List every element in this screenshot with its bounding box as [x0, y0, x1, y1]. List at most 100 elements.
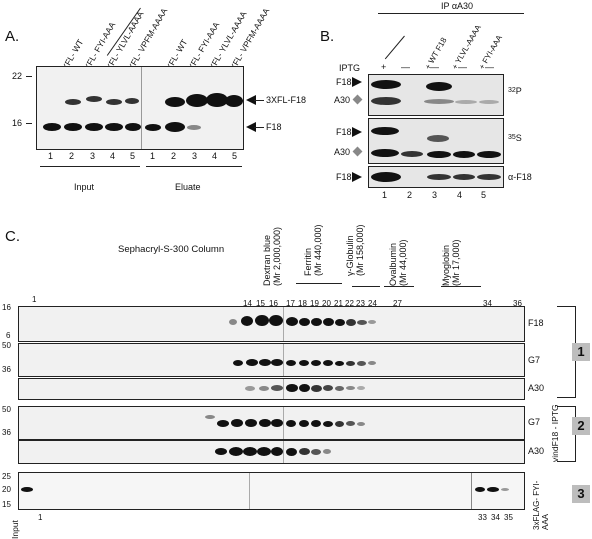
band: [346, 386, 355, 390]
std-dextran-mr: (Mr 2,000,000): [272, 226, 282, 286]
b-label-a30: A30: [334, 95, 351, 105]
band: [206, 93, 228, 107]
marker-c2-50: 50: [2, 405, 11, 414]
band: [286, 360, 296, 366]
arrow-f18-shaft: [254, 127, 264, 128]
blot-c2-g7: [18, 406, 525, 440]
band: [85, 123, 103, 131]
band: [165, 122, 185, 132]
band: [225, 95, 243, 107]
band: [299, 448, 310, 455]
std-globulin-mr: (Mr 158,000): [355, 224, 365, 276]
marker-c-6: 6: [6, 331, 11, 340]
band: [335, 386, 344, 391]
lane-split: [471, 473, 472, 509]
band: [271, 359, 283, 366]
lane-num: 4: [212, 151, 218, 161]
fraction-num: 23: [356, 299, 365, 308]
bottom-num: 35: [504, 513, 513, 522]
band: [368, 320, 376, 324]
input-underline: [40, 166, 140, 167]
label-3xfl-f18: 3XFL-F18: [266, 95, 307, 105]
f18-arrowhead-3: [352, 172, 362, 182]
band: [371, 127, 399, 135]
label-32p: 32P: [508, 86, 522, 96]
a30-diamond-2: [352, 146, 363, 157]
band: [187, 125, 201, 130]
lane-split: [283, 379, 284, 399]
band: [335, 421, 344, 427]
label-32p-sup: 32: [508, 87, 516, 94]
band: [368, 361, 376, 365]
band: [231, 419, 243, 427]
row-label-a30-2: A30: [528, 446, 545, 456]
lane-num: 3: [90, 151, 96, 161]
band: [311, 318, 322, 326]
band: [271, 419, 283, 427]
band: [311, 420, 321, 427]
b-header-divider: [384, 35, 405, 60]
band: [479, 100, 499, 104]
band: [271, 385, 283, 391]
band: [323, 318, 334, 326]
fraction-num: 36: [513, 299, 522, 308]
band: [259, 359, 271, 366]
marker-c3-25: 25: [2, 472, 11, 481]
fraction-num: 16: [269, 299, 278, 308]
lane-num: 5: [130, 151, 136, 161]
band: [259, 386, 269, 391]
band: [311, 449, 321, 455]
lane-split: [283, 407, 284, 439]
lane-num: 2: [69, 151, 75, 161]
band: [346, 361, 355, 366]
band: [299, 318, 310, 326]
band: [453, 174, 475, 180]
band: [323, 421, 333, 427]
band: [233, 360, 243, 366]
band: [205, 415, 215, 419]
band: [357, 361, 366, 366]
band: [286, 420, 296, 427]
iptg-sign: —: [401, 62, 410, 72]
fraction-num: 27: [393, 299, 402, 308]
row-label-f18: F18: [528, 318, 544, 328]
band: [145, 124, 161, 131]
bottom-num: 1: [38, 513, 43, 522]
band: [323, 385, 333, 391]
band: [215, 448, 227, 455]
fraction-num: 22: [345, 299, 354, 308]
lane-split: [249, 473, 250, 509]
label-alpha-f18: α-F18: [508, 172, 532, 182]
group-eluate: Eluate: [175, 182, 201, 192]
fraction-num: 15: [256, 299, 265, 308]
bracket-1-top: [557, 306, 575, 307]
band: [271, 447, 283, 456]
std-bar-myoglobin: [441, 286, 481, 287]
iptg-sign: —: [458, 62, 467, 72]
iptg-sign: —: [430, 62, 439, 72]
column-label: Sephacryl-S-300 Column: [118, 244, 225, 255]
eluate-underline: [146, 166, 242, 167]
band: [357, 422, 365, 426]
b-lane-num: 4: [457, 190, 463, 200]
f18-arrowhead-2: [352, 127, 362, 137]
b-lane-num: 5: [481, 190, 487, 200]
lane-num: 3: [192, 151, 198, 161]
band: [269, 315, 283, 326]
marker-c3-20: 20: [2, 485, 11, 494]
std-bar-ovalbumin: [384, 286, 414, 287]
band: [43, 123, 61, 131]
band: [427, 174, 451, 180]
band: [245, 386, 255, 391]
group-input: Input: [74, 182, 95, 192]
blot-c-g7: [18, 343, 525, 377]
panel-c-letter: C.: [5, 228, 20, 245]
std-ferritin-mr: (Mr 440,000): [313, 224, 323, 276]
band: [105, 123, 123, 131]
band: [286, 384, 298, 392]
group-2-label: vindF18 - IPTG: [550, 404, 560, 462]
fraction-num: 18: [298, 299, 307, 308]
bottom-num: 33: [478, 513, 487, 522]
band: [21, 487, 33, 492]
bracket-1-bottom: [557, 397, 575, 398]
